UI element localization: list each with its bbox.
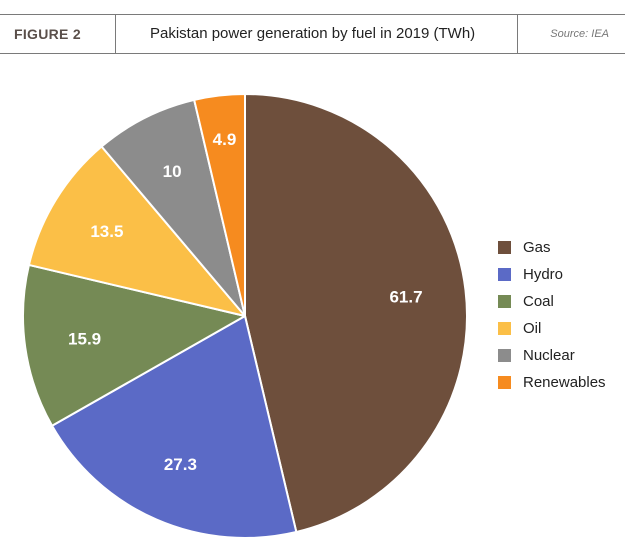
pie-slice-nuclear: [100, 98, 246, 317]
legend-item-oil: Oil: [498, 315, 606, 342]
legend-item-hydro: Hydro: [498, 261, 606, 288]
data-label-renewables: 4.9: [213, 130, 237, 149]
figure-header: FIGURE 2 Pakistan power generation by fu…: [0, 14, 625, 54]
legend-item-coal: Coal: [498, 288, 606, 315]
legend-swatch-renewables: [498, 376, 511, 389]
legend-label-renewables: Renewables: [523, 374, 606, 391]
data-label-gas: 61.7: [389, 288, 422, 307]
chart-title: Pakistan power generation by fuel in 201…: [150, 25, 476, 42]
source-note: Source: IEA: [550, 28, 609, 40]
source-box: Source: IEA: [517, 15, 625, 53]
legend-swatch-oil: [498, 322, 511, 335]
pie-slice-gas: [244, 93, 468, 533]
pie-slice-coal: [22, 263, 246, 427]
pie-slice-oil: [27, 145, 246, 317]
chart-legend: Gas Hydro Coal Oil Nuclear Renewables: [498, 234, 606, 396]
legend-label-oil: Oil: [523, 320, 542, 337]
data-label-oil: 13.5: [90, 222, 123, 241]
legend-item-renewables: Renewables: [498, 369, 606, 396]
data-label-coal: 15.9: [68, 330, 101, 349]
legend-swatch-gas: [498, 241, 511, 254]
data-label-nuclear: 10: [163, 162, 182, 181]
legend-swatch-coal: [498, 295, 511, 308]
data-label-hydro: 27.3: [164, 455, 197, 474]
legend-item-nuclear: Nuclear: [498, 342, 606, 369]
pie-slice-hydro: [51, 315, 298, 539]
legend-label-hydro: Hydro: [523, 266, 564, 283]
legend-swatch-hydro: [498, 268, 511, 281]
legend-label-gas: Gas: [523, 239, 551, 256]
legend-label-nuclear: Nuclear: [523, 347, 575, 364]
pie-slice-renewables: [193, 93, 246, 317]
figure-label: FIGURE 2: [0, 15, 116, 53]
legend-label-coal: Coal: [523, 293, 554, 310]
legend-swatch-nuclear: [498, 349, 511, 362]
legend-item-gas: Gas: [498, 234, 606, 261]
